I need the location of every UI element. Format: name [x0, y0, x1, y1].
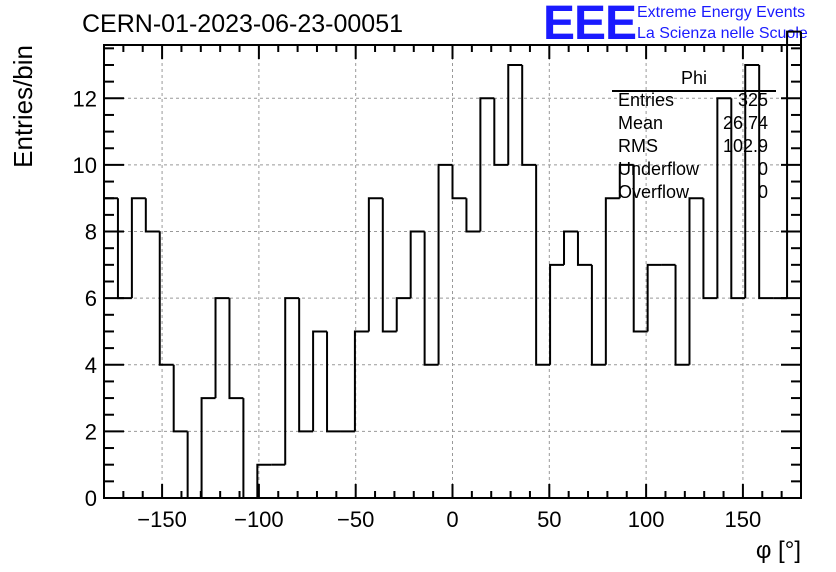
stats-value: 26.74 [722, 113, 768, 133]
x-tick-label: 100 [628, 507, 665, 532]
y-tick-label: 0 [85, 486, 97, 511]
histogram-bin [758, 64, 774, 300]
stats-label: Entries [618, 90, 675, 110]
eee-logo: EEE [543, 0, 637, 50]
histogram-bin [200, 397, 216, 498]
stats-label: Overflow [618, 182, 690, 202]
x-tick-label: −100 [234, 507, 284, 532]
histogram-bin [298, 298, 314, 433]
histogram-bin [451, 164, 467, 200]
histogram-bin [563, 230, 578, 265]
histogram-bin [479, 97, 495, 232]
stats-value: 0 [757, 159, 768, 179]
stats-row-overflow: Overflow 0 [612, 182, 776, 205]
stats-box: Phi Entries 325 Mean 26.74 RMS 102.9 Und… [612, 68, 776, 205]
histogram-bin [576, 231, 592, 266]
histogram-bin [730, 98, 746, 300]
histogram-bin [521, 64, 537, 166]
histogram-bin [172, 364, 188, 433]
histogram-bin [702, 198, 718, 300]
stats-row-entries: Entries 325 [612, 90, 776, 113]
histogram-bin [256, 463, 272, 498]
chart-title: CERN-01-2023-06-23-00051 [82, 10, 404, 38]
histogram-bin [437, 163, 453, 365]
x-tick-label: 50 [537, 507, 561, 532]
histogram-bin [381, 198, 397, 333]
y-tick-label: 12 [73, 86, 97, 111]
histogram-bin [395, 297, 411, 332]
histogram-bin [214, 297, 230, 399]
histogram-bin [716, 97, 732, 299]
histogram-bin [632, 164, 648, 333]
histogram-bin [786, 30, 801, 299]
histogram-bin [144, 198, 160, 233]
histogram-bin [228, 298, 244, 400]
y-tick-label: 2 [85, 419, 97, 444]
y-tick-label: 10 [73, 153, 97, 178]
histogram-bin [158, 231, 174, 366]
stats-label: RMS [618, 136, 658, 156]
y-tick-label: 4 [85, 353, 97, 378]
stats-row-underflow: Underflow 0 [612, 159, 776, 182]
x-tick-label: −150 [137, 507, 187, 532]
stats-row-rms: RMS 102.9 [612, 136, 776, 159]
histogram-bin [242, 398, 258, 499]
histogram-bin [493, 98, 509, 166]
x-axis-label: φ [°] [756, 537, 801, 564]
logo-subtitle-line1: Extreme Energy Events [637, 4, 806, 21]
histogram-bin [590, 264, 606, 366]
histogram-bin [367, 197, 383, 332]
stats-value: 325 [737, 90, 768, 110]
histogram-bin [326, 331, 341, 433]
histogram-bin [284, 297, 300, 465]
histogram-bin [688, 197, 704, 365]
histogram-bin [409, 230, 425, 299]
histogram-bin [618, 163, 634, 199]
histogram-bin [465, 198, 481, 233]
histogram-bin [312, 330, 328, 432]
x-tick-label: 150 [725, 507, 762, 532]
histogram-bin [507, 63, 523, 165]
stats-label: Underflow [618, 159, 700, 179]
y-tick-label: 6 [85, 286, 97, 311]
histogram-bin [674, 264, 690, 366]
y-tick-label: 8 [85, 220, 97, 245]
histogram-bin [549, 263, 565, 365]
histogram-bin [423, 231, 439, 366]
stats-title: Phi [680, 68, 707, 88]
histogram-bin [604, 197, 620, 365]
histogram-bin [744, 63, 760, 299]
x-tick-label: 0 [446, 507, 458, 532]
histogram-bin [116, 198, 132, 300]
stats-row-mean: Mean 26.74 [612, 113, 776, 136]
stats-value: 102.9 [722, 136, 768, 156]
stats-divider [612, 90, 776, 92]
histogram-bin [353, 330, 369, 432]
histogram-bin [646, 263, 662, 332]
x-tick-label: −50 [337, 507, 374, 532]
histogram-bin [535, 164, 551, 366]
stats-label: Mean [618, 113, 664, 133]
logo-subtitle-line2: La Scienza nelle Scuole [637, 25, 808, 42]
histogram-bin [130, 197, 146, 299]
y-axis-label: Entries/bin [8, 45, 38, 168]
histogram-bin [186, 431, 202, 499]
stats-value: 0 [757, 182, 768, 202]
